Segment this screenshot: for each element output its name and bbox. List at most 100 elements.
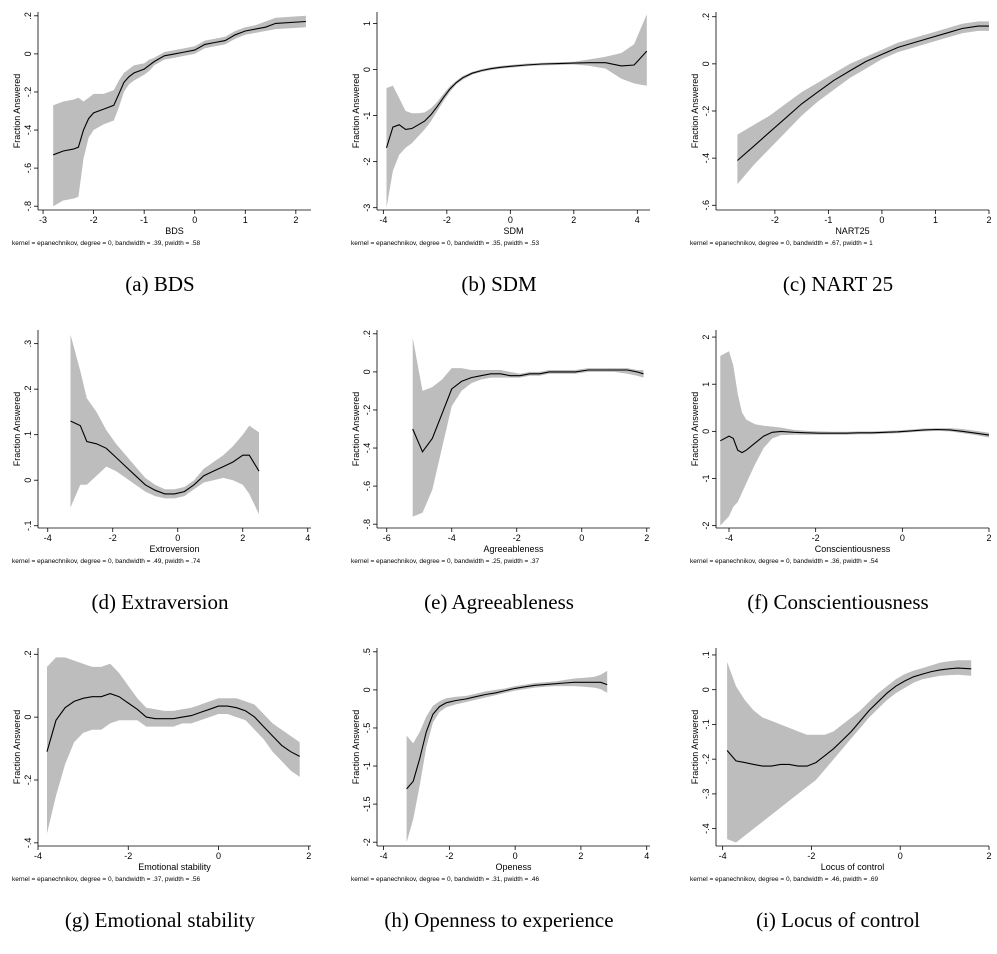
y-tick-label: .1	[23, 431, 33, 439]
y-tick-label: -3	[362, 204, 372, 212]
x-tick-label: 2	[986, 851, 991, 861]
confidence-band	[737, 21, 989, 185]
y-axis-title: Fraction Answered	[351, 74, 361, 149]
confidence-band	[70, 334, 259, 515]
fit-line	[53, 20, 306, 156]
y-tick-label: 1	[701, 382, 711, 387]
x-tick-label: 2	[986, 215, 991, 225]
y-axis-title: Fraction Answered	[351, 392, 361, 467]
fit-line	[720, 428, 990, 454]
x-axis-title: Agreeableness	[483, 544, 544, 554]
panel-caption: (f) Conscientiousness	[747, 590, 929, 614]
confidence-band	[53, 15, 306, 207]
y-tick-label: .2	[23, 12, 33, 20]
x-tick-label: 1	[933, 215, 938, 225]
panel-caption: (a) BDS	[125, 272, 195, 296]
y-tick-label: -.2	[362, 405, 372, 416]
x-tick-label: -1	[824, 215, 832, 225]
panel-caption: (d) Extraversion	[91, 590, 229, 614]
x-tick-label: 1	[243, 215, 248, 225]
x-tick-label: -4	[725, 533, 733, 543]
x-axis-title: Extroversion	[149, 544, 199, 554]
y-tick-label: -2	[362, 838, 372, 846]
y-tick-label: -.2	[23, 775, 33, 786]
kernel-note: kernel = epanechnikov, degree = 0, bandw…	[351, 240, 540, 247]
y-tick-label: -.3	[701, 789, 711, 800]
y-tick-label: -.1	[701, 719, 711, 730]
y-tick-label: -1	[362, 112, 372, 120]
x-tick-label: -2	[807, 851, 815, 861]
y-tick-label: -.8	[362, 519, 372, 530]
y-tick-label: -.5	[362, 723, 372, 734]
y-tick-label: -.4	[701, 823, 711, 834]
x-axis-title: BDS	[165, 226, 184, 236]
kernel-note: kernel = epanechnikov, degree = 0, bandw…	[12, 240, 201, 247]
chart-panel-7: -4 -2 0 2 4 -2 -1.5 -1 -.5 0 .5 Openess Fraction Ans…	[339, 636, 659, 936]
chart-svg: -4 -2 0 2 4 -3 -2 -1 0 1 SDM Fraction Answered kerne…	[351, 12, 650, 247]
x-tick-label: -4	[34, 851, 42, 861]
y-tick-label: 1	[362, 21, 372, 26]
x-tick-label: 2	[644, 533, 649, 543]
confidence-band	[406, 670, 608, 843]
y-tick-label: -.6	[362, 481, 372, 492]
chart-svg: -3 -2 -1 0 1 2 -.8 -.6 -.4 -.2 0 .2 BDS Fraction Answ…	[12, 12, 311, 247]
chart-panel-4: -6 -4 -2 0 2 -.8 -.6 -.4 -.2 0 .2 Agreeableness Frac…	[339, 318, 659, 618]
y-tick-label: .2	[362, 330, 372, 338]
y-tick-label: -.2	[701, 754, 711, 765]
y-tick-label: .1	[701, 651, 711, 659]
y-axis-title: Fraction Answered	[12, 392, 22, 467]
x-tick-label: -6	[383, 533, 391, 543]
fit-line	[412, 369, 644, 453]
y-tick-label: -.4	[701, 153, 711, 164]
panel-caption: (b) SDM	[461, 272, 537, 296]
y-axis-title: Fraction Answered	[690, 710, 700, 785]
x-tick-label: 0	[175, 533, 180, 543]
y-tick-label: -.4	[362, 443, 372, 454]
y-tick-label: -.2	[701, 106, 711, 117]
chart-panel-5: -4 -2 0 2 -2 -1 0 1 2 Conscientiousness Fraction A…	[678, 318, 997, 618]
y-axis-title: Fraction Answered	[690, 74, 700, 149]
x-tick-label: -3	[39, 215, 47, 225]
chart-panel-3: -4 -2 0 2 4 -.1 0 .1 .2 .3 Extroversion Fraction An…	[0, 318, 320, 618]
x-tick-label: 2	[306, 851, 311, 861]
x-axis-title: Locus of control	[821, 862, 885, 872]
y-tick-label: 0	[701, 61, 711, 66]
x-tick-label: -4	[44, 533, 52, 543]
x-tick-label: 0	[879, 215, 884, 225]
y-tick-label: 0	[701, 687, 711, 692]
panel-caption: (e) Agreeableness	[424, 590, 574, 614]
x-tick-label: 2	[293, 215, 298, 225]
y-tick-label: -2	[362, 158, 372, 166]
fit-line	[737, 25, 989, 161]
x-tick-label: -2	[812, 533, 820, 543]
panel-caption: (i) Locus of control	[756, 908, 920, 932]
confidence-band	[727, 660, 972, 843]
kernel-note: kernel = epanechnikov, degree = 0, bandw…	[12, 876, 201, 883]
confidence-band	[47, 657, 300, 834]
x-tick-label: 0	[898, 851, 903, 861]
x-tick-label: -2	[90, 215, 98, 225]
x-tick-label: 2	[571, 215, 576, 225]
x-tick-label: 0	[513, 851, 518, 861]
chart-panel-6: -4 -2 0 2 -.4 -.2 0 .2 Emotional stability Fracti…	[0, 636, 320, 936]
kernel-note: kernel = epanechnikov, degree = 0, bandw…	[12, 558, 201, 565]
y-tick-label: -.4	[23, 838, 33, 849]
x-tick-label: 4	[635, 215, 640, 225]
y-tick-label: 0	[362, 687, 372, 692]
y-tick-label: .2	[23, 651, 33, 659]
x-axis-title: Conscientiousness	[815, 544, 891, 554]
x-tick-label: 0	[216, 851, 221, 861]
x-tick-label: -4	[379, 215, 387, 225]
fit-line	[46, 693, 300, 757]
x-axis-title: Openess	[495, 862, 532, 872]
x-tick-label: 2	[986, 533, 991, 543]
y-tick-label: -.6	[701, 200, 711, 211]
chart-svg: -4 -2 0 2 -.4 -.3 -.2 -.1 0 .1 Locus of control Fra…	[690, 648, 992, 883]
y-tick-label: -1	[362, 762, 372, 770]
chart-svg: -4 -2 0 2 -.4 -.2 0 .2 Emotional stability Fracti…	[12, 648, 311, 883]
fit-line	[70, 420, 260, 495]
x-tick-label: -4	[448, 533, 456, 543]
fit-line	[406, 681, 608, 790]
y-tick-label: -.2	[23, 87, 33, 98]
kernel-note: kernel = epanechnikov, degree = 0, bandw…	[690, 558, 879, 565]
